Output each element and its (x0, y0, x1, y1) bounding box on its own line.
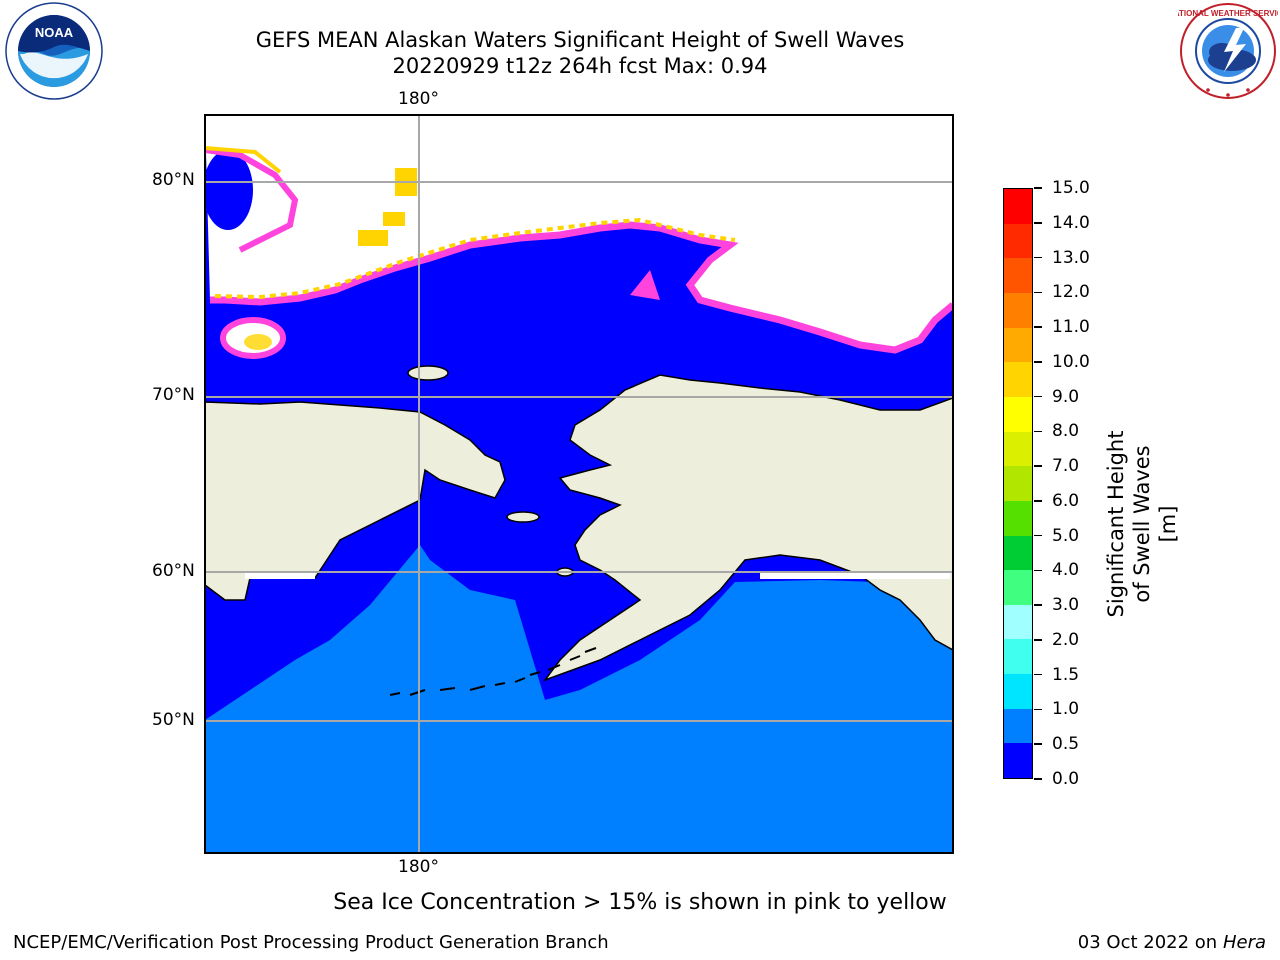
ice-edge-pink-patch (630, 270, 660, 300)
footer-credit: NCEP/EMC/Verification Post Processing Pr… (13, 932, 609, 953)
colorbar-tick (1034, 430, 1042, 433)
colorbar-tick (1034, 639, 1042, 641)
colorbar-segment-5.0-6.0 (1004, 500, 1032, 536)
colorbar-segment-2.0-3.0 (1004, 604, 1032, 640)
colorbar-tick-label: 15.0 (1052, 178, 1090, 198)
colorbar-segment-7.0-8.0 (1004, 431, 1032, 467)
colorbar-segment-3.0-4.0 (1004, 570, 1032, 605)
lon-label-bottom: 180° (398, 857, 439, 877)
sea-ice-note: Sea Ice Concentration > 15% is shown in … (333, 890, 947, 915)
colorbar-tick-label: 1.5 (1052, 664, 1080, 685)
footer-host: Hera (1222, 932, 1266, 953)
map-frame (204, 114, 954, 854)
colorbar-tick-label: 8.0 (1052, 421, 1080, 442)
colorbar-tick (1034, 465, 1042, 467)
ice-edge-pink-west (205, 147, 299, 253)
ice-edge-yellow-west (205, 146, 282, 174)
colorbar-tick-label: 2.0 (1052, 629, 1080, 650)
lon-label-top: 180° (398, 89, 439, 109)
colorbar-tick-label: 14.0 (1052, 212, 1090, 233)
colorbar-segment-4.0-5.0 (1004, 535, 1032, 571)
colorbar-tick (1034, 604, 1042, 606)
colorbar-segment-1.0-1.5 (1004, 674, 1032, 709)
map-subtitle: 20220929 t12z 264h fcst Max: 0.94 (392, 54, 768, 78)
colorbar-tick-label: 6.0 (1052, 490, 1080, 511)
colorbar-tick (1034, 778, 1042, 780)
colorbar-tick (1034, 187, 1042, 189)
colorbar-tick (1034, 291, 1042, 294)
colorbar-tick-label: 1.0 (1052, 699, 1080, 720)
ice-edge-yellow (214, 217, 736, 300)
colorbar-tick-label: 13.0 (1052, 247, 1090, 268)
colorbar-tick (1034, 256, 1042, 259)
ice-edge-pink-patch (220, 317, 286, 359)
colorbar-segment-12.0-13.0 (1004, 258, 1032, 294)
colorbar-segment-6.0-7.0 (1004, 466, 1032, 501)
nws-logo: NATIONAL WEATHER SERVICE (1168, 2, 1280, 100)
colorbar-tick (1034, 708, 1042, 711)
colorbar-tick-label: 3.0 (1052, 595, 1080, 616)
colorbar-segment-1.5-2.0 (1004, 639, 1032, 675)
colorbar-segment-13.0-14.0 (1004, 223, 1032, 259)
colorbar (1003, 188, 1033, 779)
island (506, 511, 540, 523)
footer-date: 03 Oct 2022 on Hera (1078, 932, 1266, 953)
sea-ice-region (205, 115, 953, 350)
colorbar-tick (1034, 395, 1042, 398)
colorbar-segment-11.0-12.0 (1004, 293, 1032, 328)
nws-logo-text: NATIONAL WEATHER SERVICE (1178, 9, 1278, 18)
colorbar-tick-label: 10.0 (1052, 351, 1090, 372)
colorbar-segment-10.0-11.0 (1004, 327, 1032, 363)
colorbar-tick-label: 0.5 (1052, 734, 1080, 755)
colorbar-tick (1034, 673, 1042, 676)
open-water-patch (205, 150, 253, 230)
aleutian-islands (389, 647, 597, 696)
colorbar-tick (1034, 534, 1042, 537)
noaa-logo: NOAA (4, 2, 104, 100)
island-wrangel (407, 365, 449, 381)
colorbar-tick-label: 7.0 (1052, 456, 1080, 477)
colorbar-segment-9.0-10.0 (1004, 362, 1032, 397)
ice-edge-pink (210, 221, 953, 354)
colorbar-segment-14.0-15.0 (1004, 189, 1032, 224)
colorbar-tick-label: 5.0 (1052, 525, 1080, 546)
noaa-logo-text: NOAA (35, 25, 74, 40)
lat-label-60n: 60°N (152, 561, 195, 581)
colorbar-tick-label: 9.0 (1052, 386, 1080, 407)
lat-label-50n: 50°N (152, 710, 195, 730)
ice-yellow-patch (244, 334, 272, 350)
colorbar-tick (1034, 361, 1042, 363)
no-data-band (245, 571, 315, 579)
land-chukotka (205, 401, 506, 601)
ice-yellow-patch (383, 212, 405, 226)
colorbar-label: Significant Height of Swell Waves [m] (1104, 430, 1180, 618)
colorbar-tick-label: 0.0 (1052, 769, 1080, 789)
colorbar-segment-0.0-0.5 (1004, 743, 1032, 778)
ice-yellow-patch (358, 230, 388, 246)
colorbar-tick (1034, 569, 1042, 572)
colorbar-tick (1034, 500, 1042, 502)
colorbar-segment-8.0-9.0 (1004, 396, 1032, 432)
lat-label-70n: 70°N (152, 385, 195, 405)
gridlines (205, 115, 953, 853)
no-data-band (760, 571, 950, 579)
colorbar-tick-label: 12.0 (1052, 282, 1090, 303)
colorbar-tick (1034, 743, 1042, 745)
colorbar-tick-label: 11.0 (1052, 317, 1090, 338)
colorbar-tick (1034, 222, 1042, 224)
colorbar-segment-0.5-1.0 (1004, 708, 1032, 744)
colorbar-tick (1034, 326, 1042, 328)
land-alaska (542, 374, 953, 682)
footer-date-text: 03 Oct 2022 on (1077, 932, 1218, 953)
map-title: GEFS MEAN Alaskan Waters Significant Hei… (255, 28, 905, 52)
colorbar-tick-label: 4.0 (1052, 560, 1080, 581)
lat-label-80n: 80°N (152, 170, 195, 190)
